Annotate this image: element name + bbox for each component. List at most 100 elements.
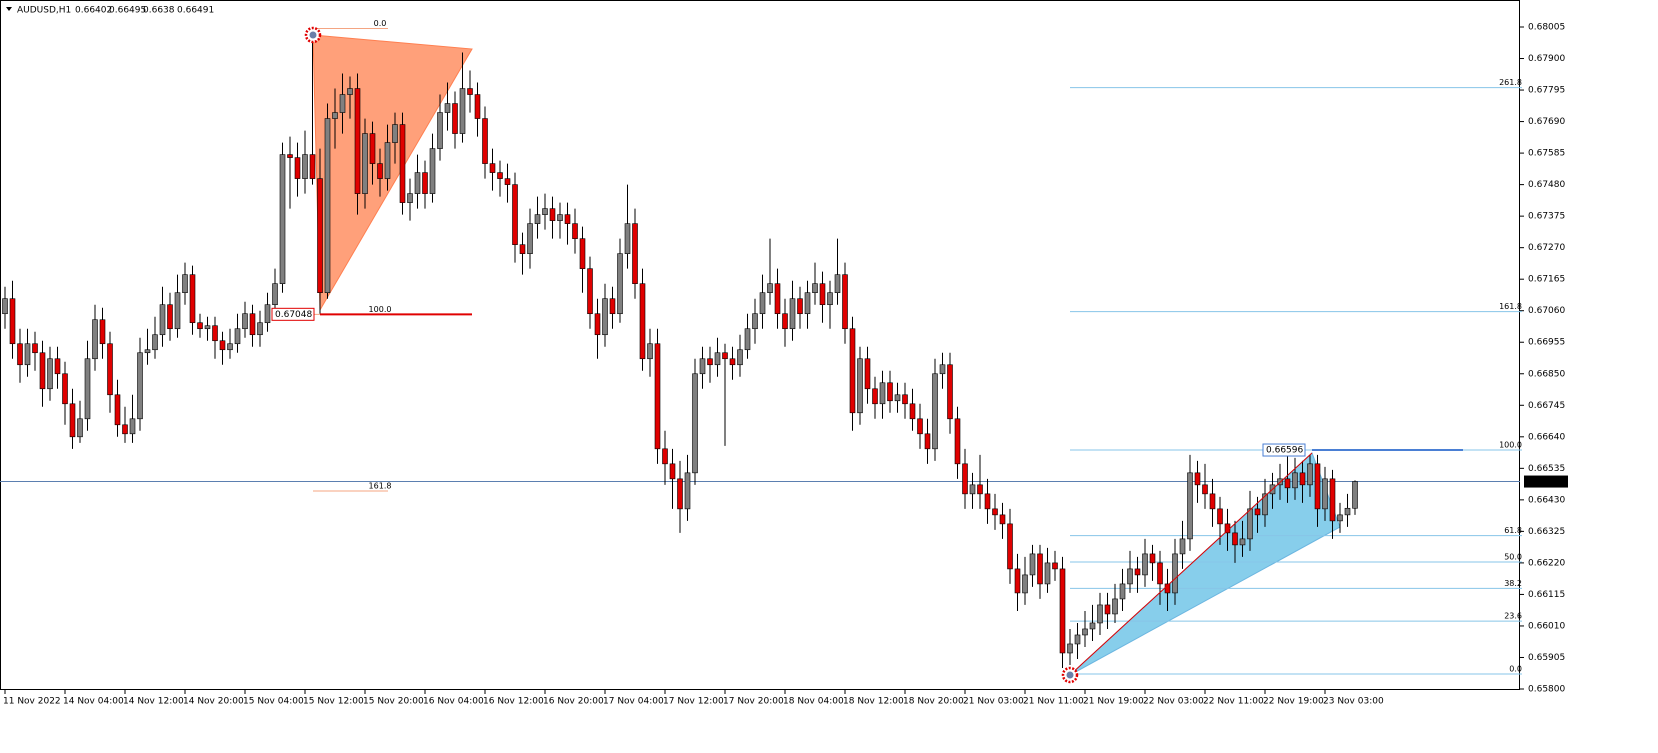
candle-body [392,124,398,143]
candle-body [572,223,578,239]
candle-body [924,433,931,450]
candle-body [287,154,293,158]
candle-body [1202,484,1208,495]
x-tick-label: 17 Nov 12:00 [663,697,724,707]
candle-body [137,352,143,420]
candle-body [917,418,923,435]
candle-body [782,313,788,330]
candle-body [624,223,631,254]
candle-body [969,484,976,495]
header-low: 0.6638 [143,6,175,16]
candle-body [1239,538,1246,546]
candle-body [167,304,173,330]
candle-body [1157,562,1163,585]
candle-body [339,94,346,113]
x-tick-label: 16 Nov 12:00 [483,697,544,707]
candle-body [414,172,421,194]
candle-body [1187,472,1193,540]
candle-body [707,358,713,366]
candle-body [887,382,893,402]
candle-body [399,124,406,203]
fib-label: 161.8 [369,481,392,490]
candle-body [564,214,571,224]
candle-body [294,157,301,179]
candle-body [827,292,833,306]
candle-body [744,328,751,351]
anchor-dot [1066,671,1074,679]
candle-body [647,343,653,360]
candle-body [1254,508,1261,516]
candle-body [894,394,901,402]
plot-frame [0,0,1520,690]
candle-body [1112,598,1118,615]
candle-body [234,328,241,345]
x-tick-label: 15 Nov 04:00 [243,697,304,707]
candle-body [249,313,256,336]
candle-body [954,418,961,465]
y-tick-label: 0.66745 [1528,401,1565,411]
candle-body [842,274,848,330]
x-tick-label: 14 Nov 12:00 [123,697,184,707]
candle-body [452,103,458,134]
current-price-label: 0.66491 [1528,477,1565,487]
candle-body [474,94,481,119]
candle-body [1074,634,1081,645]
candle-body [1172,553,1178,594]
candle-body [32,343,38,354]
candle-body [662,448,668,465]
candle-body [1037,553,1043,585]
candle-body [422,172,428,194]
x-tick-label: 23 Nov 03:00 [1323,697,1384,707]
candle-body [632,223,638,284]
candle-body [309,154,316,179]
fib-label: 61.8 [1504,526,1522,535]
candle-body [609,298,616,315]
y-tick-label: 0.67375 [1528,212,1565,222]
candle-body [152,334,158,351]
candle-body [729,358,736,366]
candle-body [857,358,863,414]
candle-body [279,154,286,284]
orange-triangle [312,34,473,312]
y-tick-label: 0.66115 [1528,590,1565,600]
fib-label: 0.0 [374,19,387,28]
menu-icon[interactable] [6,7,12,11]
candle-body [497,172,503,179]
candle-body [62,373,68,405]
x-tick-label: 18 Nov 20:00 [903,697,964,707]
candle-body [92,319,98,360]
candle-body [579,238,586,269]
candle-body [909,403,916,420]
candle-body [197,322,203,330]
candle-body [722,352,728,360]
candle-body [1329,478,1336,522]
candle-body [849,328,856,414]
candle-body [542,208,548,215]
candle-body [1292,472,1298,489]
candle-body [114,394,121,426]
y-tick-label: 0.67480 [1528,180,1565,190]
y-tick-label: 0.67165 [1528,275,1565,285]
candle-body [819,283,826,306]
y-tick-label: 0.65800 [1528,685,1565,695]
candle-body [677,478,683,510]
candle-body [1052,562,1058,570]
x-tick-label: 22 Nov 11:00 [1203,697,1264,707]
y-tick-label: 0.65905 [1528,653,1565,663]
candle-body [714,352,721,366]
y-tick-label: 0.66010 [1528,621,1565,631]
y-tick-label: 0.67270 [1528,243,1565,253]
y-tick-label: 0.67900 [1528,54,1565,64]
anchor-dot [309,31,317,39]
candle-body [684,472,691,510]
x-tick-label: 18 Nov 12:00 [843,697,904,707]
candle-body [587,268,593,315]
candle-body [107,343,113,396]
candle-body [737,349,743,366]
candle-body [2,298,8,315]
candle-body [947,364,953,420]
candle-body [482,118,488,164]
candle-body [302,154,308,179]
x-tick-label: 15 Nov 20:00 [363,697,424,707]
candle-body [257,322,263,336]
